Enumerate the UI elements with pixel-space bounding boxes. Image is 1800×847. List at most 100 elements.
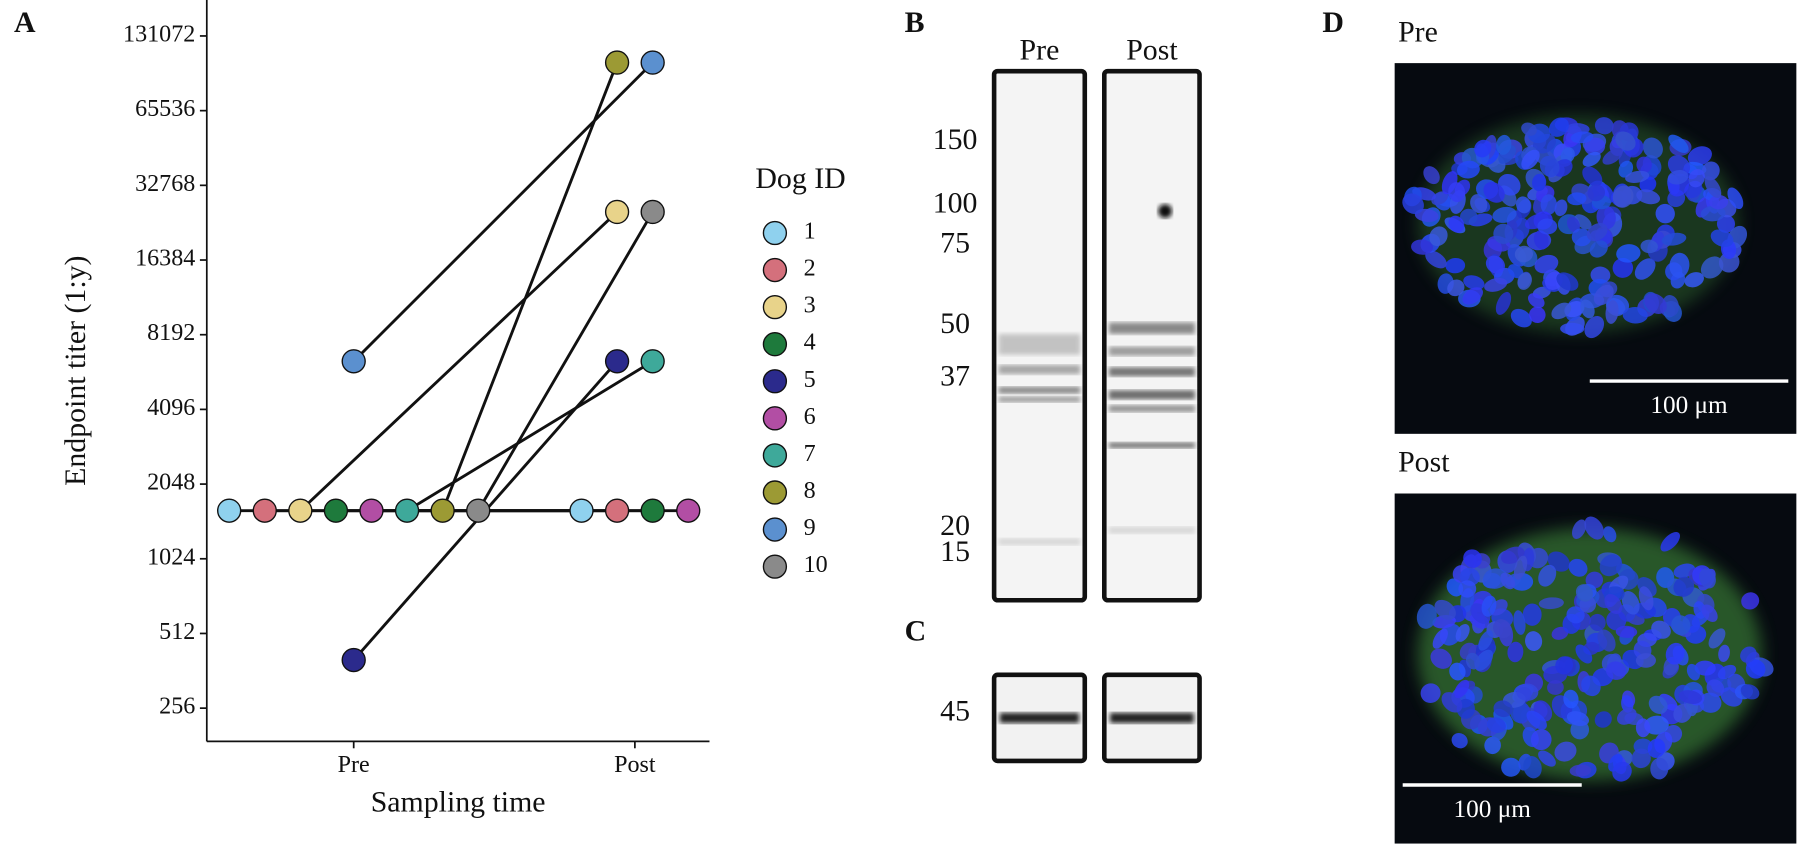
- nucleus: [1474, 139, 1492, 158]
- nucleus: [1456, 160, 1480, 179]
- nucleus: [1669, 252, 1690, 278]
- nucleus: [1429, 226, 1448, 247]
- nucleus: [1530, 729, 1552, 751]
- nucleus: [1667, 170, 1689, 185]
- marker-label: 75: [940, 226, 970, 259]
- nucleus: [1483, 568, 1508, 589]
- nucleus: [1538, 750, 1556, 767]
- nucleus: [1493, 700, 1513, 718]
- nucleus: [1686, 663, 1701, 681]
- nucleus: [1706, 679, 1725, 697]
- nucleus: [1567, 216, 1581, 233]
- nucleus: [1612, 761, 1632, 782]
- nucleus: [1699, 568, 1716, 589]
- marker-label: 150: [933, 123, 978, 156]
- blot-band: [1108, 405, 1195, 413]
- nucleus: [1568, 558, 1588, 577]
- nucleus: [1589, 240, 1608, 258]
- series-line: [352, 61, 654, 363]
- nucleus: [1566, 711, 1590, 727]
- panel-label: C: [905, 614, 927, 647]
- nucleus: [1516, 683, 1539, 701]
- nucleus: [1510, 308, 1532, 328]
- nucleus: [1551, 302, 1572, 320]
- nucleus: [1539, 155, 1560, 178]
- nucleus: [1554, 741, 1577, 762]
- point: [640, 50, 665, 75]
- blot-band: [1108, 442, 1195, 449]
- nucleus: [1718, 644, 1730, 662]
- nucleus: [1701, 161, 1720, 181]
- nucleus: [1636, 189, 1661, 205]
- marker-label: 15: [940, 535, 970, 568]
- nucleus: [1529, 306, 1546, 324]
- point: [676, 498, 701, 523]
- y-tick-label: 256: [159, 694, 195, 720]
- nucleus: [1547, 680, 1564, 695]
- nucleus: [1555, 656, 1574, 675]
- nucleus: [1434, 599, 1456, 620]
- point: [604, 498, 630, 523]
- nucleus: [1605, 300, 1619, 324]
- nucleus: [1411, 239, 1434, 255]
- legend-label: 9: [804, 515, 816, 541]
- nucleus: [1575, 584, 1593, 602]
- nucleus: [1710, 229, 1734, 248]
- blot-band: [1108, 322, 1195, 334]
- blot-band: [1108, 367, 1195, 377]
- nucleus: [1500, 572, 1516, 590]
- y-tick-label: 512: [159, 619, 195, 645]
- blot-band: [1108, 390, 1195, 400]
- x-axis-title: Sampling time: [371, 785, 546, 818]
- point: [288, 498, 313, 523]
- nucleus: [1462, 287, 1483, 305]
- legend-swatch: [762, 220, 788, 246]
- nucleus: [1673, 576, 1695, 597]
- y-tick-label: 8192: [147, 320, 195, 346]
- nucleus: [1492, 206, 1517, 223]
- marker-label: 50: [940, 307, 970, 340]
- nucleus: [1745, 659, 1766, 679]
- nucleus: [1651, 620, 1671, 639]
- nucleus: [1538, 597, 1564, 610]
- nucleus: [1589, 613, 1606, 632]
- nucleus: [1532, 173, 1547, 192]
- nucleus: [1635, 653, 1656, 668]
- nucleus: [1571, 519, 1587, 540]
- nucleus: [1584, 315, 1605, 339]
- nucleus: [1631, 748, 1651, 769]
- cell-cluster: [1402, 114, 1748, 339]
- nucleus: [1704, 176, 1722, 198]
- nucleus: [1486, 717, 1506, 733]
- nucleus: [1483, 181, 1505, 203]
- nucleus: [1432, 628, 1448, 649]
- nucleus: [1694, 660, 1716, 676]
- panel-label: D: [1322, 6, 1344, 39]
- blot-band: [999, 712, 1080, 724]
- marker-label: 20: [940, 509, 970, 542]
- nucleus: [1671, 615, 1691, 636]
- nucleus: [1708, 628, 1726, 649]
- nucleus: [1612, 185, 1634, 208]
- nucleus: [1634, 258, 1656, 280]
- nucleus: [1642, 137, 1663, 159]
- legend-label: 5: [804, 367, 816, 393]
- nucleus: [1650, 757, 1669, 780]
- y-axis-title: Endpoint titer (1:y): [59, 256, 92, 486]
- nucleus: [1493, 223, 1514, 244]
- nucleus: [1537, 218, 1558, 235]
- nucleus: [1569, 764, 1592, 777]
- point: [640, 349, 665, 374]
- nucleus: [1484, 736, 1501, 755]
- nucleus: [1554, 199, 1568, 217]
- nucleus: [1616, 244, 1641, 263]
- nucleus: [1556, 272, 1579, 291]
- series-line: [476, 211, 654, 512]
- cell-cluster: [1416, 516, 1774, 782]
- nucleus: [1521, 122, 1537, 136]
- blot-band: [998, 364, 1081, 375]
- legend-label: 10: [804, 552, 828, 578]
- point: [323, 498, 349, 523]
- nucleus: [1425, 250, 1447, 269]
